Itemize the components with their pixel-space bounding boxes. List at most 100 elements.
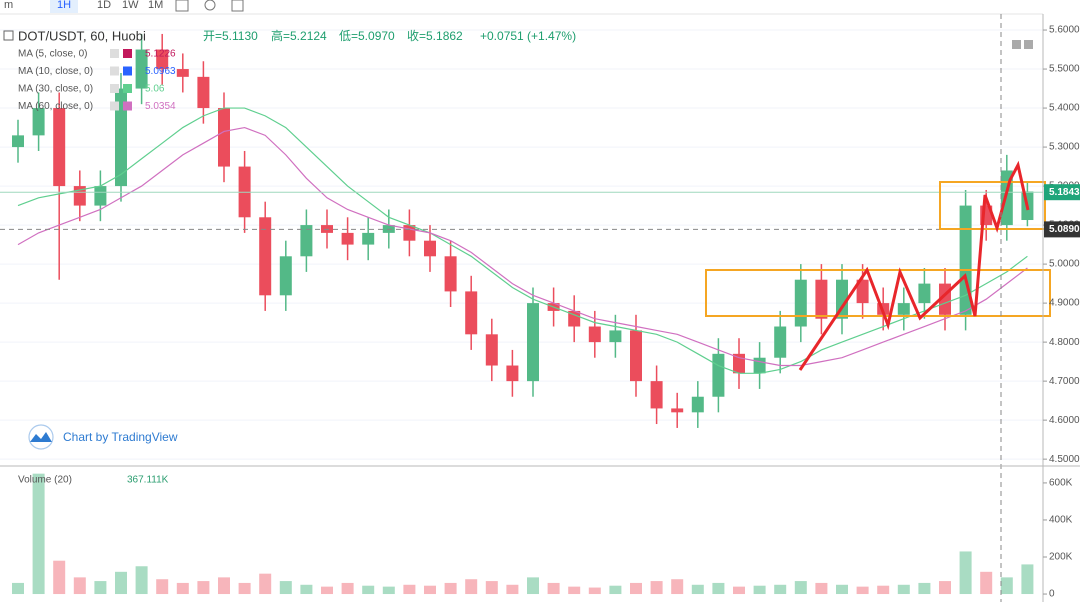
y-tick-label: 5.6000	[1049, 25, 1080, 36]
legend-swatch	[123, 66, 132, 76]
volume-bar	[527, 577, 539, 595]
scale-button[interactable]	[1012, 40, 1021, 49]
volume-bar	[218, 577, 230, 595]
candle-body	[671, 408, 684, 413]
crosshair-label: 5.0890	[1049, 224, 1080, 235]
toolbar-icon[interactable]	[231, 0, 244, 12]
legend-value: 5.06	[145, 84, 165, 95]
volume-bar	[774, 584, 787, 595]
legend-settings[interactable]	[110, 66, 119, 76]
candle-body	[32, 108, 45, 136]
y-tick-label: 4.5000	[1049, 454, 1080, 465]
volume-bar	[671, 579, 684, 595]
logo-ring	[28, 424, 54, 450]
volume-bar	[424, 585, 436, 595]
candle-body	[568, 310, 581, 327]
legend-name: MA (30, close, 0)	[18, 84, 93, 95]
candle-body	[135, 49, 148, 89]
toolbar-item[interactable]: 1M	[148, 0, 163, 11]
legend-settings[interactable]	[110, 101, 119, 111]
candle-body	[794, 279, 807, 327]
ohlc-high: 高=5.2124	[271, 28, 327, 43]
y-tick-label: 4.8000	[1049, 337, 1080, 348]
legend-swatch	[123, 101, 132, 111]
volume-bar	[94, 581, 107, 595]
volume-tick-label: 600K	[1049, 478, 1073, 489]
candle-body	[362, 232, 375, 245]
candle-body	[279, 256, 292, 296]
candle-body	[176, 69, 189, 77]
volume-bar	[32, 473, 45, 595]
toolbar-icon[interactable]	[204, 0, 216, 11]
toolbar-item[interactable]: 1D	[97, 0, 111, 11]
scale-button[interactable]	[1024, 40, 1033, 49]
legend-swatch	[123, 49, 132, 58]
ma-line	[17, 126, 1028, 367]
volume-tick-label: 200K	[1049, 552, 1073, 563]
candle-body	[444, 256, 457, 292]
volume-bar	[382, 586, 395, 595]
volume-bar	[547, 582, 560, 595]
legend-name: MA (10, close, 0)	[18, 66, 93, 77]
candle-body	[12, 135, 24, 148]
drawing-zigzag	[798, 160, 1030, 371]
volume-bar	[609, 585, 622, 595]
toolbar-active	[50, 0, 78, 13]
toolbar-item[interactable]: m	[4, 0, 13, 11]
toolbar-item[interactable]: 1H	[57, 0, 71, 11]
volume-bar	[197, 581, 210, 595]
volume-bar	[856, 586, 869, 595]
candle-body	[341, 232, 354, 245]
volume-bar	[691, 584, 704, 595]
volume-current: 367.111K	[127, 475, 169, 486]
y-tick-label: 5.3000	[1049, 142, 1080, 153]
candle-body	[424, 240, 436, 257]
volume-bar	[135, 566, 148, 595]
change: +0.0751 (+1.47%)	[480, 29, 576, 43]
ohlc-low: 低=5.0970	[339, 29, 395, 43]
volume-bar	[444, 582, 457, 595]
ohlc-open: 开=5.1130	[203, 29, 258, 43]
ma-line	[17, 107, 1028, 374]
collapse-icon[interactable]	[3, 30, 14, 41]
candle-body	[156, 49, 169, 70]
volume-bar	[506, 584, 519, 595]
candle-body	[691, 396, 704, 413]
volume-bar	[733, 586, 745, 595]
y-tick-label: 4.6000	[1049, 415, 1080, 426]
volume-bar	[836, 584, 848, 595]
candle-body	[815, 279, 828, 319]
candle-body	[630, 330, 642, 382]
candle-body	[609, 330, 622, 343]
toolbar-item[interactable]: 1W	[122, 0, 139, 11]
y-tick-label: 4.7000	[1049, 376, 1080, 387]
volume-bar	[238, 582, 251, 595]
last-price-label: 5.1843	[1049, 187, 1080, 198]
legend-name: MA (60, close, 0)	[18, 101, 93, 112]
volume-bar	[980, 571, 993, 595]
volume-bar	[918, 582, 931, 595]
legend-settings[interactable]	[110, 49, 119, 58]
drawing-box	[705, 269, 1051, 317]
volume-bar	[568, 586, 581, 595]
volume-bar	[959, 551, 972, 595]
candle-body	[485, 334, 498, 366]
candle-body	[465, 291, 478, 335]
volume-bar	[794, 581, 807, 595]
candle-body	[506, 365, 519, 382]
volume-bar	[279, 581, 292, 595]
candle-body	[712, 353, 725, 397]
volume-bar	[362, 585, 375, 595]
candle-body	[856, 279, 869, 304]
volume-bar	[156, 579, 169, 595]
toolbar-icon[interactable]	[175, 0, 189, 12]
watermark[interactable]: Chart by TradingView	[63, 430, 178, 444]
y-tick-label: 5.4000	[1049, 103, 1080, 114]
candle-body	[588, 326, 601, 343]
volume-bar	[1000, 577, 1013, 595]
volume-bar	[588, 587, 601, 595]
volume-bar	[485, 581, 498, 595]
legend-settings[interactable]	[110, 84, 119, 93]
volume-bar	[939, 581, 951, 595]
